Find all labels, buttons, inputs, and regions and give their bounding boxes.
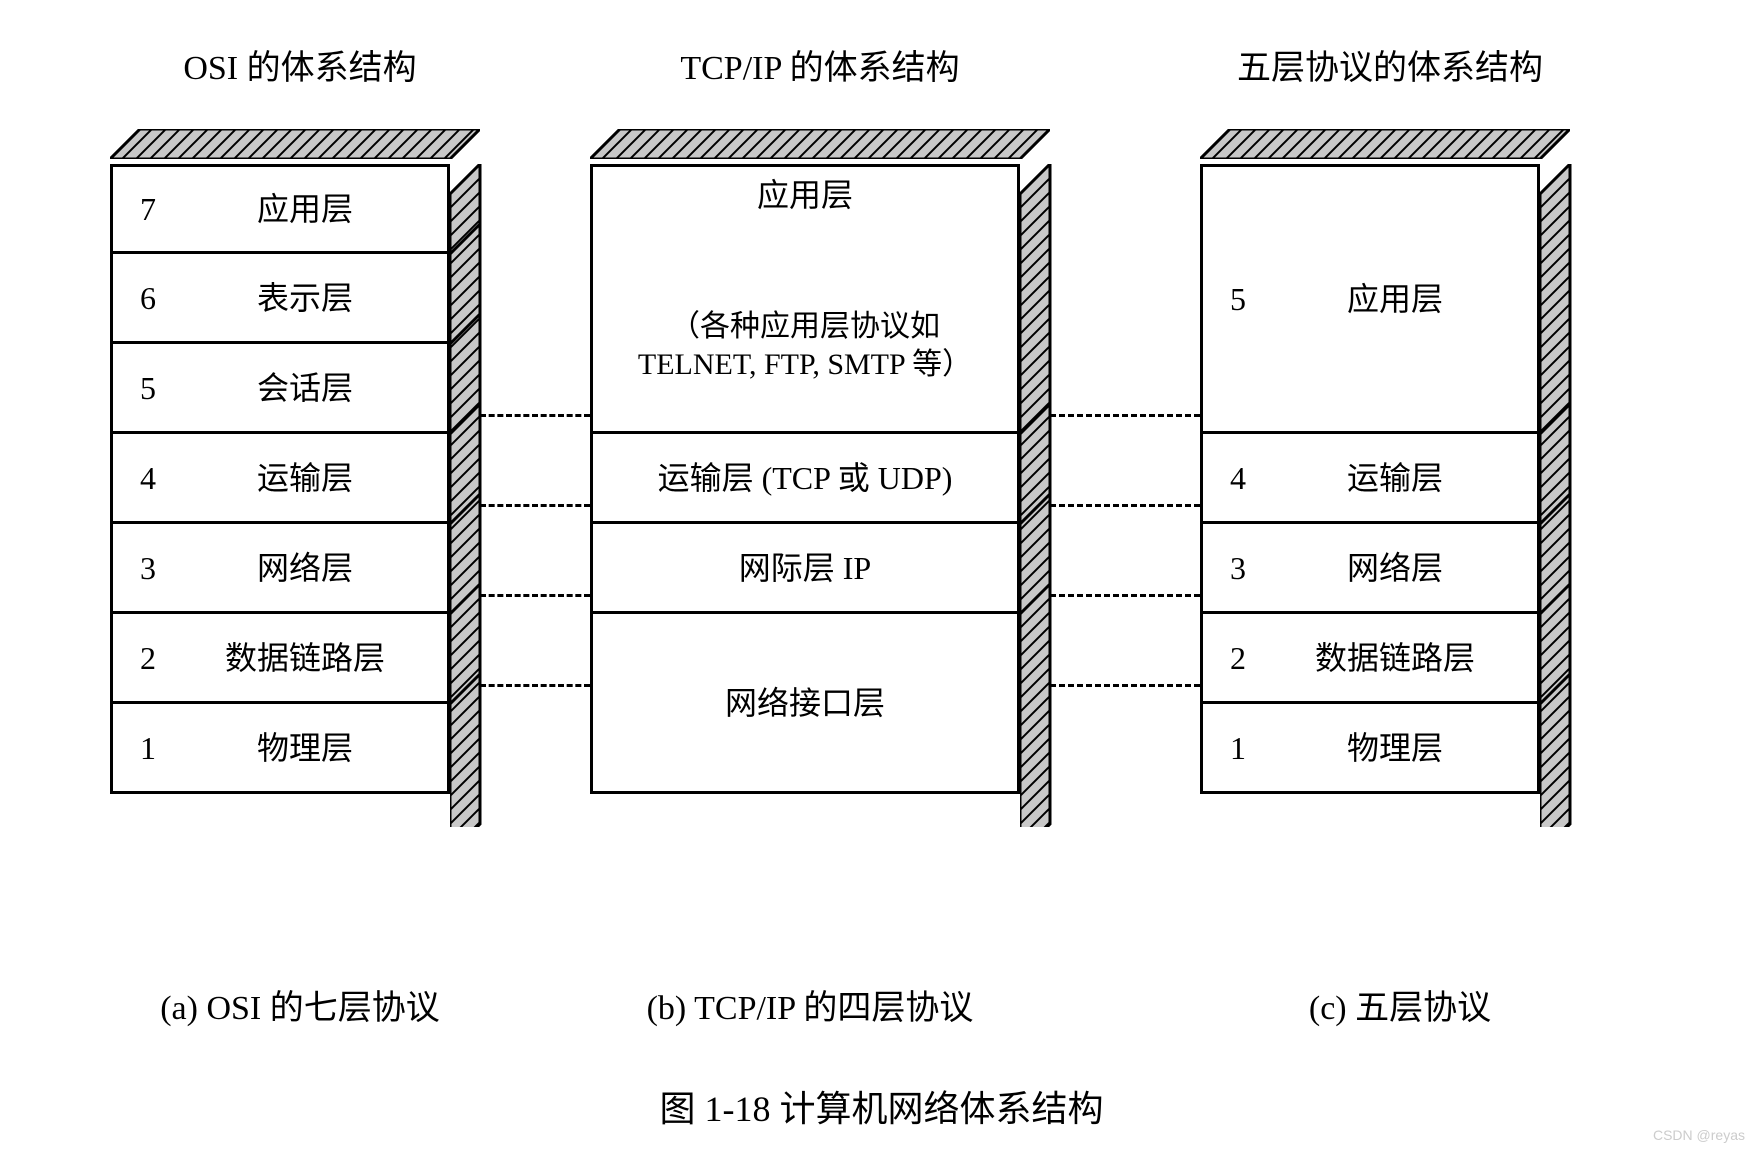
column-osi: OSI 的体系结构 7 应用层 6 表示层 bbox=[110, 40, 490, 794]
layer-number: 2 bbox=[113, 638, 183, 678]
layer-number: 7 bbox=[113, 189, 183, 229]
tcpip-layer-netaccess: 网络接口层 bbox=[590, 614, 1020, 794]
tcpip-title: TCP/IP 的体系结构 bbox=[590, 40, 1050, 89]
layer-label: 表示层 bbox=[183, 278, 447, 318]
five-layer-1: 1 物理层 bbox=[1200, 704, 1540, 794]
tcpip-stack: 应用层 （各种应用层协议如 TELNET, FTP, SMTP 等） 运输层 (… bbox=[590, 164, 1020, 794]
column-five: 五层协议的体系结构 5 应用层 4 运输层 3 网络层 2 数据链路层 bbox=[1200, 40, 1580, 794]
layer-number: 4 bbox=[1203, 458, 1273, 498]
layer-label: 网络接口层 bbox=[593, 675, 1017, 731]
tcpip-layer-app: 应用层 （各种应用层协议如 TELNET, FTP, SMTP 等） bbox=[590, 164, 1020, 434]
osi-side-3d bbox=[450, 164, 480, 827]
connector-dash bbox=[1050, 684, 1200, 687]
tcpip-layer-internet: 网际层 IP bbox=[590, 524, 1020, 614]
figure-caption: 图 1-18 计算机网络体系结构 bbox=[0, 1080, 1763, 1132]
layer-label: 数据链路层 bbox=[1273, 638, 1537, 678]
layer-number: 6 bbox=[113, 278, 183, 318]
connector-dash bbox=[480, 684, 590, 687]
osi-layer-5: 5 会话层 bbox=[110, 344, 450, 434]
five-side-3d bbox=[1540, 164, 1570, 827]
watermark-text: CSDN @reyas bbox=[1653, 1127, 1745, 1143]
tcpip-caption: (b) TCP/IP 的四层协议 bbox=[600, 980, 1020, 1029]
osi-top-cap bbox=[110, 129, 490, 164]
osi-layer-4: 4 运输层 bbox=[110, 434, 450, 524]
connector-dash bbox=[1050, 414, 1200, 417]
layer-number: 1 bbox=[1203, 728, 1273, 768]
layer-number: 3 bbox=[1203, 548, 1273, 588]
connector-dash bbox=[480, 594, 590, 597]
connector-dash bbox=[480, 504, 590, 507]
layer-label: 会话层 bbox=[183, 368, 447, 408]
layer-label: 网际层 IP bbox=[593, 540, 1017, 596]
five-layer-4: 4 运输层 bbox=[1200, 434, 1540, 524]
five-top-cap bbox=[1200, 129, 1580, 164]
osi-layer-3: 3 网络层 bbox=[110, 524, 450, 614]
layer-label: 物理层 bbox=[1273, 728, 1537, 768]
connector-dash bbox=[1050, 594, 1200, 597]
five-layer-5: 5 应用层 bbox=[1200, 164, 1540, 434]
layer-number: 3 bbox=[113, 548, 183, 588]
layer-label: 物理层 bbox=[183, 728, 447, 768]
osi-layer-6: 6 表示层 bbox=[110, 254, 450, 344]
osi-layer-2: 2 数据链路层 bbox=[110, 614, 450, 704]
tcpip-layer-transport: 运输层 (TCP 或 UDP) bbox=[590, 434, 1020, 524]
osi-caption: (a) OSI 的七层协议 bbox=[90, 980, 510, 1029]
diagram-page: OSI 的体系结构 7 应用层 6 表示层 bbox=[0, 0, 1763, 1151]
osi-title: OSI 的体系结构 bbox=[110, 40, 490, 89]
tcpip-side-3d bbox=[1020, 164, 1050, 827]
five-title: 五层协议的体系结构 bbox=[1200, 40, 1580, 89]
osi-layer-7: 7 应用层 bbox=[110, 164, 450, 254]
layer-sublabel: （各种应用层协议如 TELNET, FTP, SMTP 等） bbox=[622, 300, 988, 431]
layer-label: 应用层 bbox=[1273, 279, 1537, 319]
connector-dash bbox=[1050, 504, 1200, 507]
layer-label: 应用层 bbox=[741, 167, 869, 300]
layer-number: 5 bbox=[113, 368, 183, 408]
five-stack: 5 应用层 4 运输层 3 网络层 2 数据链路层 1 物理层 bbox=[1200, 164, 1540, 794]
layer-label: 运输层 bbox=[1273, 458, 1537, 498]
layer-label: 网络层 bbox=[1273, 548, 1537, 588]
layer-label: 数据链路层 bbox=[183, 638, 447, 678]
osi-stack: 7 应用层 6 表示层 5 会话层 4 运输层 3 网络层 2 数据链路层 bbox=[110, 164, 450, 794]
layer-number: 1 bbox=[113, 728, 183, 768]
osi-layer-1: 1 物理层 bbox=[110, 704, 450, 794]
layer-number: 2 bbox=[1203, 638, 1273, 678]
connector-dash bbox=[480, 414, 590, 417]
layer-number: 4 bbox=[113, 458, 183, 498]
layer-number: 5 bbox=[1203, 279, 1273, 319]
five-layer-2: 2 数据链路层 bbox=[1200, 614, 1540, 704]
layer-label: 运输层 bbox=[183, 458, 447, 498]
tcpip-top-cap bbox=[590, 129, 1050, 164]
layer-label: 应用层 bbox=[183, 189, 447, 229]
five-layer-3: 3 网络层 bbox=[1200, 524, 1540, 614]
layer-label: 运输层 (TCP 或 UDP) bbox=[593, 450, 1017, 506]
five-caption: (c) 五层协议 bbox=[1190, 980, 1610, 1029]
layer-label: 网络层 bbox=[183, 548, 447, 588]
column-tcpip: TCP/IP 的体系结构 应用层 （各种应用层协议如 TELNET, FTP, … bbox=[590, 40, 1050, 794]
